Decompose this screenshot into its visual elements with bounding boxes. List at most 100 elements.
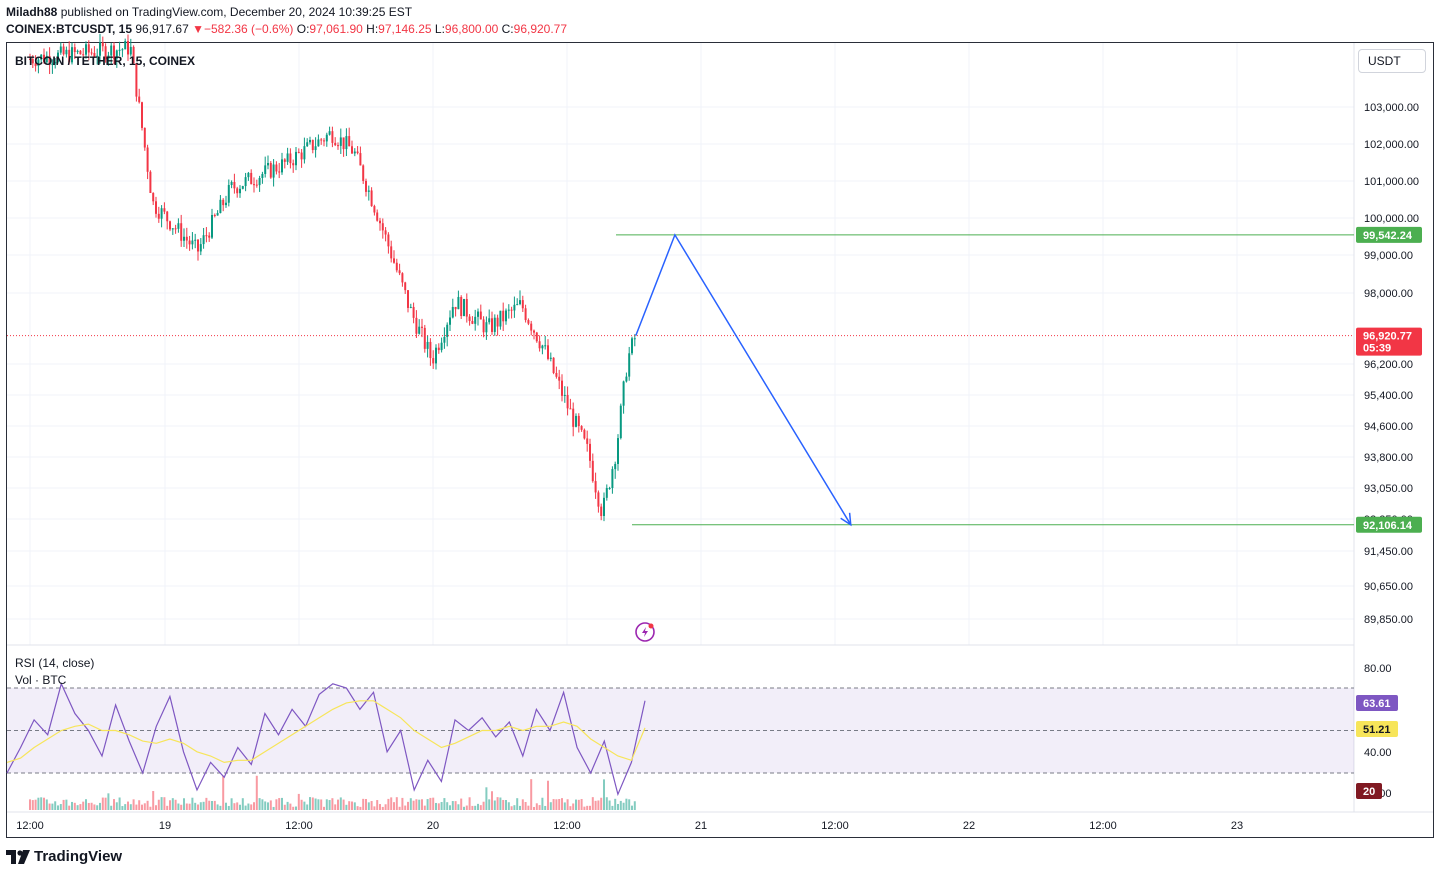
volume-bar — [82, 801, 85, 810]
alert-icon[interactable] — [635, 622, 655, 642]
volume-bar — [85, 799, 87, 810]
volume-bar — [65, 799, 68, 810]
volume-bar — [101, 797, 104, 810]
volume-bar — [191, 797, 194, 810]
volume-bar — [264, 801, 267, 810]
volume-bar — [289, 803, 292, 810]
volume-bar — [407, 801, 409, 810]
rsi-label[interactable]: RSI (14, close) — [15, 656, 95, 670]
candle-body — [199, 244, 202, 252]
candle-body — [82, 54, 85, 56]
volume-bar — [507, 802, 510, 810]
volume-bar — [138, 800, 141, 810]
volume-bar — [334, 804, 337, 810]
volume-bar — [255, 775, 258, 810]
candle-body — [267, 162, 269, 166]
candle-body — [566, 394, 569, 409]
candle-body — [225, 202, 227, 206]
volume-bar — [591, 797, 594, 810]
price-tick-label: 98,000.00 — [1364, 288, 1413, 300]
candle-body — [269, 162, 272, 178]
candle-body — [505, 310, 507, 322]
volume-bar — [59, 804, 62, 810]
volume-bar — [505, 800, 507, 810]
volume-bar — [325, 799, 328, 810]
volume-bar — [353, 802, 356, 810]
candle-body — [194, 239, 197, 241]
volume-bar — [619, 800, 622, 810]
volume-bar — [135, 804, 138, 810]
volume-bar — [57, 805, 59, 810]
candle-body — [40, 54, 43, 60]
candle-body — [415, 317, 418, 334]
volume-bar — [418, 799, 421, 810]
candle-body — [101, 42, 104, 47]
candle-body — [457, 296, 460, 310]
candle-body — [348, 136, 351, 147]
volume-bar — [76, 805, 79, 810]
candle-body — [608, 488, 611, 490]
volume-bar — [166, 805, 169, 810]
candle-body — [328, 131, 331, 135]
candle-body — [477, 311, 479, 317]
volume-bar — [300, 799, 303, 810]
candle-body — [454, 306, 457, 310]
candle-body — [451, 306, 454, 318]
currency-button[interactable]: USDT — [1358, 49, 1426, 73]
volume-bar — [493, 800, 496, 810]
price-tick-label: 102,000.00 — [1364, 139, 1419, 151]
candle-body — [496, 317, 499, 327]
tradingview-logo[interactable]: TradingView — [6, 848, 122, 865]
candle-body — [309, 139, 311, 143]
volume-bar — [362, 798, 365, 810]
candle-body — [381, 223, 384, 231]
candle-body — [169, 221, 171, 230]
candle-body — [555, 372, 558, 377]
candle-body — [43, 54, 45, 63]
candle-body — [552, 357, 555, 373]
volume-bar — [236, 802, 239, 810]
candle-body — [311, 139, 314, 151]
volume-bar — [477, 803, 479, 810]
candle-body — [152, 192, 155, 202]
volume-bar — [572, 803, 575, 810]
candle-body — [219, 199, 222, 214]
candle-body — [188, 240, 191, 245]
volume-bar — [373, 806, 376, 810]
author-name[interactable]: Miladh88 — [6, 5, 58, 19]
volume-bar — [535, 803, 538, 810]
candle-body — [538, 341, 541, 349]
volume-bar — [426, 799, 429, 810]
volume-bar — [429, 797, 432, 810]
last-price-tag-text: 96,920.77 — [1363, 331, 1412, 343]
volume-bar — [160, 797, 163, 810]
candle-body — [306, 142, 309, 147]
volume-bar — [155, 805, 157, 810]
candle-body — [460, 296, 463, 317]
volume-bar — [127, 801, 129, 810]
volume-label[interactable]: Vol · BTC — [15, 673, 67, 687]
candle-body — [247, 172, 250, 178]
volume-bar — [390, 797, 393, 810]
candle-body — [479, 311, 482, 320]
candle-body — [110, 45, 113, 56]
candle-body — [432, 358, 435, 364]
volume-bar — [519, 805, 521, 810]
level-price-tag-bg — [1356, 226, 1422, 243]
volume-bar — [597, 800, 600, 810]
chart-title: BITCOIN / TETHER, 15, COINEX — [15, 54, 196, 68]
candle-body — [71, 47, 73, 63]
candle-body — [488, 318, 491, 323]
volume-bar — [485, 787, 488, 810]
volume-bar — [488, 799, 491, 810]
volume-bar — [614, 798, 617, 810]
volume-bar — [339, 797, 342, 810]
time-tick-label: 22 — [963, 820, 975, 832]
candle-body — [233, 182, 236, 189]
candle-body — [577, 415, 580, 427]
candle-body — [331, 131, 334, 143]
low-label: L: — [434, 22, 445, 36]
candle-body — [264, 165, 267, 174]
candle-body — [502, 310, 505, 322]
